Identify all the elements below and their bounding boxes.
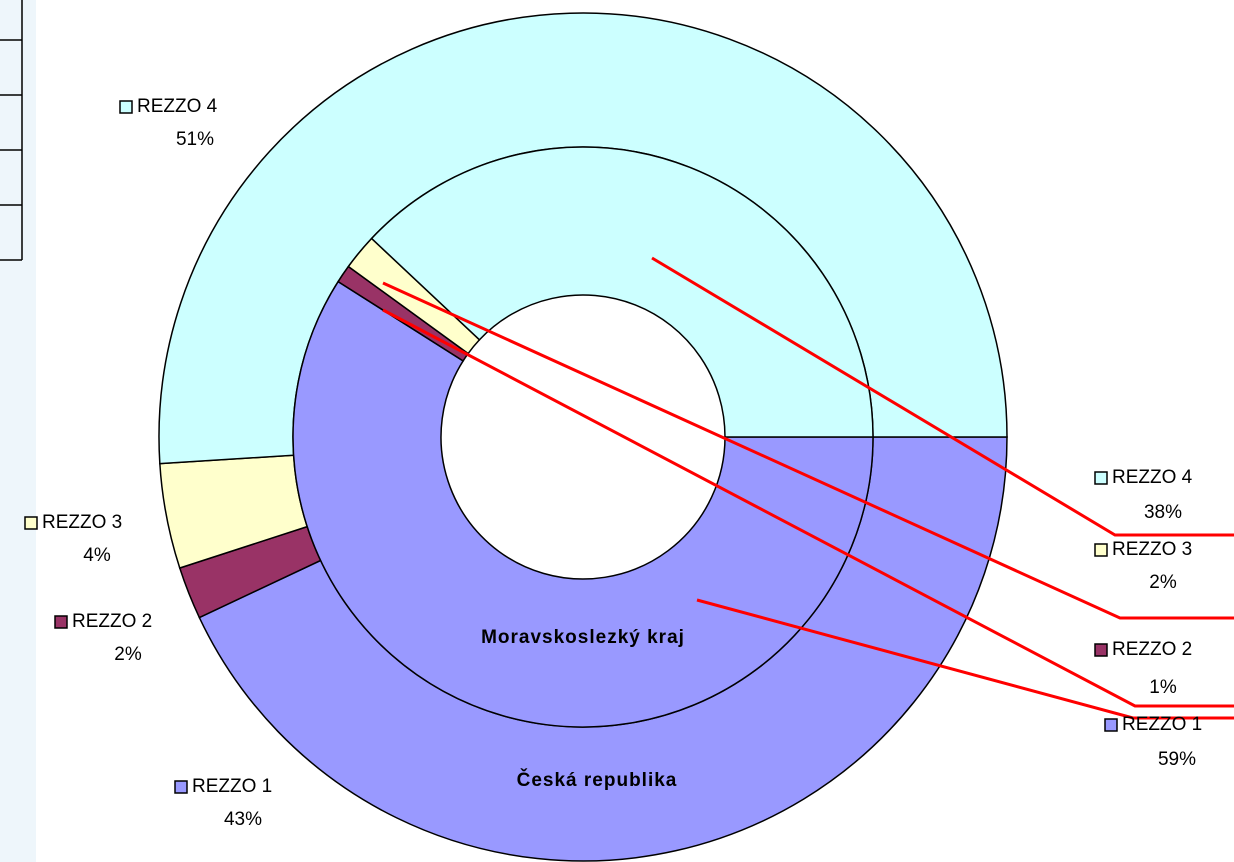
data-label-name: REZZO 3 — [42, 512, 122, 533]
data-label-name: REZZO 1 — [1122, 714, 1202, 735]
data-label-name: REZZO 4 — [1112, 467, 1193, 488]
legend-swatch — [1094, 643, 1108, 657]
data-label: 2% — [114, 644, 142, 665]
legend-swatch — [1094, 543, 1108, 557]
legend-swatch — [174, 780, 188, 794]
data-label-name: REZZO 2 — [72, 611, 152, 632]
data-label-name: REZZO 2 — [1112, 639, 1192, 660]
data-label: 59% — [1158, 749, 1196, 770]
ring-name: Česká republika — [517, 769, 678, 791]
leader-line — [696, 598, 1234, 720]
data-label: 4% — [83, 545, 111, 566]
legend-swatch — [1094, 471, 1108, 485]
data-label: 1% — [1149, 677, 1177, 698]
side-strip — [0, 0, 36, 862]
legend-swatch — [1104, 718, 1118, 732]
data-label-name: REZZO 1 — [192, 776, 272, 797]
legend-swatch — [119, 100, 133, 114]
data-label-name: REZZO 4 — [137, 96, 218, 117]
data-label: 43% — [224, 809, 262, 830]
leader-line — [651, 256, 1234, 537]
data-label-name: REZZO 3 — [1112, 539, 1192, 560]
ring-name: Moravskoslezký kraj — [481, 627, 685, 648]
data-label: 2% — [1149, 572, 1177, 593]
legend-swatch — [54, 615, 68, 629]
data-label: 38% — [1144, 502, 1182, 523]
table-fragment — [0, 0, 23, 261]
donut-slice — [370, 146, 874, 438]
leader-line — [382, 308, 1234, 708]
legend-swatch — [24, 516, 38, 530]
leader-line — [382, 281, 1234, 620]
donut-slice — [292, 280, 874, 728]
data-label: 51% — [176, 129, 214, 150]
